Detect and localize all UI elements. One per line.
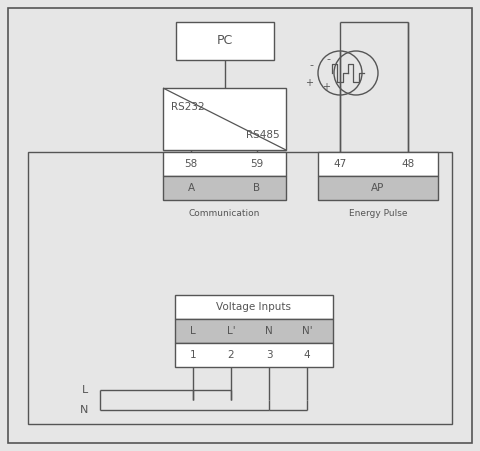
Bar: [28, 152, 452, 424]
Text: L: L: [82, 385, 88, 395]
Text: 58: 58: [184, 159, 198, 169]
Text: +: +: [305, 78, 313, 88]
Text: L': L': [227, 326, 235, 336]
Text: -: -: [309, 60, 313, 70]
Text: +: +: [322, 82, 330, 92]
Bar: [175, 295, 333, 319]
Text: -: -: [326, 54, 330, 64]
Bar: [176, 22, 274, 60]
Bar: [163, 152, 286, 176]
Text: AP: AP: [372, 183, 384, 193]
Text: 3: 3: [266, 350, 272, 360]
Text: N: N: [265, 326, 273, 336]
Bar: [163, 176, 286, 200]
Text: A: A: [187, 183, 194, 193]
Bar: [318, 176, 438, 200]
Text: 1: 1: [190, 350, 196, 360]
Bar: [175, 343, 333, 367]
Bar: [318, 152, 438, 176]
Bar: [163, 88, 286, 150]
Text: N: N: [80, 405, 88, 415]
Text: 4: 4: [304, 350, 310, 360]
Text: 59: 59: [251, 159, 264, 169]
Text: PC: PC: [217, 34, 233, 47]
Text: RS232: RS232: [171, 102, 204, 112]
Text: Energy Pulse: Energy Pulse: [349, 210, 407, 218]
Text: Voltage Inputs: Voltage Inputs: [216, 302, 291, 312]
Text: Communication: Communication: [189, 210, 260, 218]
Text: N': N': [302, 326, 312, 336]
Text: B: B: [253, 183, 261, 193]
Text: 47: 47: [334, 159, 347, 169]
Text: 48: 48: [401, 159, 415, 169]
Text: RS485: RS485: [246, 130, 280, 140]
Text: 2: 2: [228, 350, 234, 360]
Text: L: L: [190, 326, 196, 336]
Bar: [175, 319, 333, 343]
